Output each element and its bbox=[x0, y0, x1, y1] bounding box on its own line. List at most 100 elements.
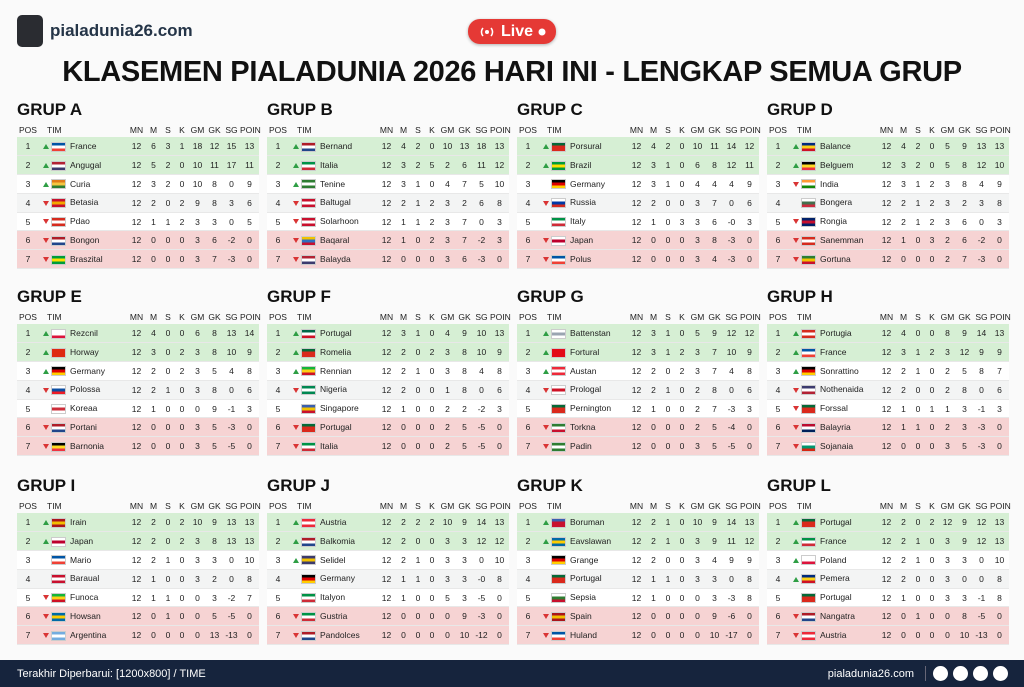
team-row[interactable]: 7 Huland 12 0 0 0 0 10 -17 0 bbox=[517, 625, 759, 646]
team-row[interactable]: 4 Polossa 12 2 1 0 3 8 0 6 bbox=[17, 380, 259, 400]
team-row[interactable]: 3 Germany 12 2 0 2 3 5 4 8 bbox=[17, 361, 259, 381]
team-row[interactable]: 7 Gortuna 12 0 0 0 2 7 -3 0 bbox=[767, 249, 1009, 270]
team-row[interactable]: 6 Torkna 12 0 0 0 2 5 -4 0 bbox=[517, 417, 759, 438]
team-row[interactable]: 4 Pemera 12 2 0 0 3 0 0 8 bbox=[767, 569, 1009, 589]
team-row[interactable]: 4 Baraual 12 1 0 0 3 2 0 8 bbox=[17, 569, 259, 589]
team-row[interactable]: 3 India 12 3 1 2 3 8 4 9 bbox=[767, 174, 1009, 194]
team-row[interactable]: 7 Argentina 12 0 0 0 0 13 -13 0 bbox=[17, 625, 259, 646]
team-row[interactable]: 1 Portugia 12 4 0 0 8 9 14 13 bbox=[767, 324, 1009, 344]
team-row[interactable]: 6 Portani 12 0 0 0 3 5 -3 0 bbox=[17, 417, 259, 438]
team-row[interactable]: 4 Prologal 12 2 1 0 2 8 0 6 bbox=[517, 380, 759, 400]
team-row[interactable]: 4 Portugal 12 1 1 0 3 3 0 8 bbox=[517, 569, 759, 589]
team-row[interactable]: 3 Austan 12 2 0 2 3 7 4 8 bbox=[517, 361, 759, 381]
tiktok-icon[interactable] bbox=[993, 666, 1008, 681]
team-row[interactable]: 4 Betasia 12 2 0 2 9 8 3 6 bbox=[17, 193, 259, 213]
team-name: Solarhoon bbox=[320, 216, 359, 227]
team-row[interactable]: 1 Battenstan 12 3 1 0 5 9 12 12 bbox=[517, 324, 759, 344]
team-row[interactable]: 5 Rongia 12 2 1 2 3 6 0 3 bbox=[767, 212, 1009, 232]
standings-table: POS TIM MN M S K GM GK SG POIN 1 Boruman 12 2 1 0 10 9 14 1… bbox=[517, 498, 761, 646]
team-row[interactable]: 2 Balkomia 12 2 0 0 3 3 12 12 bbox=[267, 531, 509, 552]
team-row[interactable]: 1 Bernand 12 4 2 0 10 13 18 13 bbox=[267, 137, 509, 157]
team-row[interactable]: 2 Romelia 12 2 0 2 3 8 10 9 bbox=[267, 342, 509, 363]
team-row[interactable]: 4 Nothenaida 12 2 0 0 2 8 0 6 bbox=[767, 380, 1009, 400]
team-row[interactable]: 5 Portugal 12 1 0 0 3 3 -1 8 bbox=[767, 588, 1009, 608]
team-row[interactable]: 1 France 12 6 3 1 18 12 15 13 bbox=[17, 137, 259, 157]
team-row[interactable]: 5 Funoca 12 1 1 0 0 3 -2 7 bbox=[17, 588, 259, 608]
logo[interactable] bbox=[17, 15, 43, 47]
team-row[interactable]: 1 Portugal 12 3 1 0 4 9 10 13 bbox=[267, 324, 509, 344]
team-row[interactable]: 6 Bongon 12 0 0 0 3 6 -2 0 bbox=[17, 230, 259, 251]
team-row[interactable]: 5 Solarhoon 12 1 1 2 3 7 0 3 bbox=[267, 212, 509, 232]
team-row[interactable]: 7 Italia 12 0 0 0 2 5 -5 0 bbox=[267, 436, 509, 457]
team-row[interactable]: 6 Nangatra 12 0 1 0 0 8 -5 0 bbox=[767, 606, 1009, 627]
team-row[interactable]: 4 Russia 12 2 0 0 3 7 0 6 bbox=[517, 193, 759, 213]
team-row[interactable]: 5 Singapore 12 1 0 0 2 2 -2 3 bbox=[267, 399, 509, 419]
team-row[interactable]: 3 Selidel 12 2 1 0 3 3 0 10 bbox=[267, 550, 509, 570]
instagram-icon[interactable] bbox=[933, 666, 948, 681]
stat: 4 bbox=[706, 249, 723, 270]
team-row[interactable]: 7 Padin 12 0 0 0 3 5 -5 0 bbox=[517, 436, 759, 457]
team-row[interactable]: 5 Italy 12 1 0 3 3 6 -0 3 bbox=[517, 212, 759, 232]
stat: 12 bbox=[939, 513, 956, 533]
team-row[interactable]: 6 Sanemman 12 1 0 3 2 6 -2 0 bbox=[767, 230, 1009, 251]
team-row[interactable]: 3 Mario 12 2 1 0 3 3 0 10 bbox=[17, 550, 259, 570]
team-row[interactable]: 2 Horway 12 3 0 2 3 8 10 9 bbox=[17, 342, 259, 363]
team-row[interactable]: 4 Nigeria 12 2 0 0 1 8 0 6 bbox=[267, 380, 509, 400]
team-row[interactable]: 7 Austria 12 0 0 0 0 10 -13 0 bbox=[767, 625, 1009, 646]
team-row[interactable]: 6 Spain 12 0 0 0 0 9 -6 0 bbox=[517, 606, 759, 627]
team-row[interactable]: 2 France 12 3 1 2 3 12 9 9 bbox=[767, 342, 1009, 363]
team-row[interactable]: 3 Grange 12 2 0 0 3 4 9 9 bbox=[517, 550, 759, 570]
team-row[interactable]: 2 Brazil 12 3 1 0 6 8 12 11 bbox=[517, 155, 759, 176]
team-row[interactable]: 5 Italyon 12 1 0 0 5 3 -5 0 bbox=[267, 588, 509, 608]
stat: -5 bbox=[223, 606, 240, 627]
team-row[interactable]: 2 Italia 12 3 2 5 2 6 11 12 bbox=[267, 155, 509, 176]
footer-site[interactable]: pialadunia26.com bbox=[827, 668, 914, 680]
team-row[interactable]: 3 Rennian 12 2 1 0 3 8 4 8 bbox=[267, 361, 509, 381]
team-row[interactable]: 3 Poland 12 2 1 0 3 3 0 10 bbox=[767, 550, 1009, 570]
stat: 0 bbox=[646, 436, 661, 457]
team-row[interactable]: 2 Fortural 12 3 1 2 3 7 10 9 bbox=[517, 342, 759, 363]
site-name[interactable]: pialadunia26.com bbox=[50, 21, 193, 40]
team-row[interactable]: 5 Sepsia 12 1 0 0 0 3 -3 8 bbox=[517, 588, 759, 608]
team-row[interactable]: 3 Tenine 12 3 1 0 4 7 5 10 bbox=[267, 174, 509, 194]
column-header: SG bbox=[725, 311, 738, 322]
team-row[interactable]: 1 Balance 12 4 2 0 5 9 13 13 bbox=[767, 137, 1009, 157]
team-row[interactable]: 6 Baqaral 12 1 0 2 3 7 -2 3 bbox=[267, 230, 509, 251]
team-row[interactable]: 7 Polus 12 0 0 0 3 4 -3 0 bbox=[517, 249, 759, 270]
live-badge[interactable]: Live bbox=[468, 19, 556, 44]
team-row[interactable]: 7 Barnonia 12 0 0 0 3 5 -5 0 bbox=[17, 436, 259, 457]
team-row[interactable]: 4 Bongera 12 2 1 2 3 2 3 8 bbox=[767, 193, 1009, 213]
team-row[interactable]: 6 Japan 12 0 0 0 3 8 -3 0 bbox=[517, 230, 759, 251]
telegram-icon[interactable] bbox=[973, 666, 988, 681]
team-row[interactable]: 1 Portugal 12 2 0 2 12 9 12 13 bbox=[767, 513, 1009, 533]
team-row[interactable]: 2 Angugal 12 5 2 0 10 11 17 11 bbox=[17, 155, 259, 176]
team-row[interactable]: 7 Braszital 12 0 0 0 3 7 -3 0 bbox=[17, 249, 259, 270]
trend-icon bbox=[43, 520, 49, 526]
whatsapp-icon[interactable] bbox=[953, 666, 968, 681]
team-row[interactable]: 7 Pandolces 12 0 0 0 0 10 -12 0 bbox=[267, 625, 509, 646]
team-row[interactable]: 3 Sonrattino 12 2 1 0 2 5 8 7 bbox=[767, 361, 1009, 381]
team-row[interactable]: 2 Japan 12 2 0 2 3 8 13 13 bbox=[17, 531, 259, 552]
team-row[interactable]: 1 Rezcnil 12 4 0 0 6 8 13 14 bbox=[17, 324, 259, 344]
team-row[interactable]: 2 France 12 2 1 0 3 9 12 13 bbox=[767, 531, 1009, 552]
team-row[interactable]: 2 Eavslawan 12 2 1 0 3 9 11 12 bbox=[517, 531, 759, 552]
team-row[interactable]: 7 Balayda 12 0 0 0 3 6 -3 0 bbox=[267, 249, 509, 270]
team-row[interactable]: 6 Portugal 12 0 0 0 2 5 -5 0 bbox=[267, 417, 509, 438]
team-row[interactable]: 4 Germany 12 1 1 0 3 3 -0 8 bbox=[267, 569, 509, 589]
team-row[interactable]: 1 Austria 12 2 2 2 10 9 14 13 bbox=[267, 513, 509, 533]
team-row[interactable]: 1 Boruman 12 2 1 0 10 9 14 13 bbox=[517, 513, 759, 533]
team-row[interactable]: 1 Irain 12 2 0 2 10 9 13 13 bbox=[17, 513, 259, 533]
team-row[interactable]: 4 Baltugal 12 2 1 2 3 2 6 8 bbox=[267, 193, 509, 213]
team-row[interactable]: 6 Gustria 12 0 0 0 0 9 -3 0 bbox=[267, 606, 509, 627]
team-row[interactable]: 5 Koreaa 12 1 0 0 0 9 -1 3 bbox=[17, 399, 259, 419]
team-row[interactable]: 1 Porsural 12 4 2 0 10 11 14 12 bbox=[517, 137, 759, 157]
team-row[interactable]: 3 Germany 12 3 1 0 4 4 4 9 bbox=[517, 174, 759, 194]
team-row[interactable]: 5 Forssal 12 1 0 1 1 3 -1 3 bbox=[767, 399, 1009, 419]
team-row[interactable]: 6 Howsan 12 0 1 0 0 5 -5 0 bbox=[17, 606, 259, 627]
team-row[interactable]: 3 Curia 12 3 2 0 10 8 0 9 bbox=[17, 174, 259, 194]
team-row[interactable]: 2 Belguem 12 3 2 0 5 8 12 10 bbox=[767, 155, 1009, 176]
team-row[interactable]: 5 Pdao 12 1 1 2 3 3 0 5 bbox=[17, 212, 259, 232]
team-row[interactable]: 5 Pernington 12 1 0 0 2 7 -3 3 bbox=[517, 399, 759, 419]
team-row[interactable]: 7 Sojanaia 12 0 0 0 3 5 -3 0 bbox=[767, 436, 1009, 457]
team-row[interactable]: 6 Balayria 12 1 1 0 2 3 -3 0 bbox=[767, 417, 1009, 438]
